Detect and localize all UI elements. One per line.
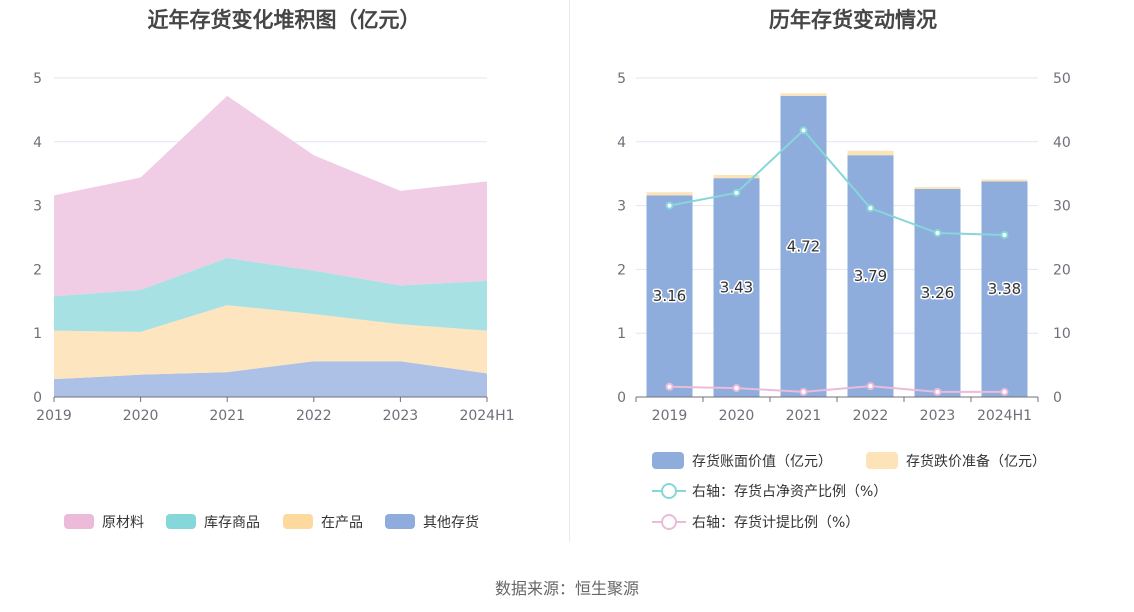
y2-tick-label: 50 xyxy=(1053,71,1071,87)
line-point xyxy=(933,387,942,396)
area-series xyxy=(54,95,487,297)
y2-tick-label: 10 xyxy=(1053,326,1071,342)
left-chart-panel: 近年存货变化堆积图（亿元） 0 1 2 3 4 5 2019 2020 2021 2022 2023… xyxy=(0,0,568,560)
bar-data-label: 3.16 xyxy=(653,287,686,305)
legend-swatch xyxy=(166,514,196,529)
legend-swatch xyxy=(652,452,684,469)
x-tick-label: 2019 xyxy=(36,408,72,424)
legend-swatch xyxy=(64,514,94,529)
bar-segment xyxy=(847,155,894,397)
x-tick-label: 2024H1 xyxy=(459,408,514,424)
y-tick-label: 2 xyxy=(617,262,626,278)
bar-segment xyxy=(713,174,760,179)
bar-data-label: 4.72 xyxy=(787,237,820,255)
line-point xyxy=(1000,230,1009,239)
y-tick-label: 4 xyxy=(617,135,626,151)
x-tick-label: 2021 xyxy=(209,408,245,424)
bar-data-label: 3.38 xyxy=(988,280,1021,298)
line-point xyxy=(799,126,808,135)
x-tick-label: 2019 xyxy=(652,408,688,424)
y-tick-label: 4 xyxy=(33,135,42,151)
right-chart-panel: 历年存货变动情况 0 1 2 3 4 5 0 10 20 30 40 50 2019 2020 2021 20… xyxy=(572,0,1134,560)
y-tick-label: 3 xyxy=(617,199,626,215)
y-tick-label: 0 xyxy=(33,390,42,406)
y-tick-label: 5 xyxy=(617,71,626,87)
line-point xyxy=(665,382,674,391)
legend-swatch xyxy=(866,452,898,469)
line-point xyxy=(799,387,808,396)
line-point xyxy=(933,229,942,238)
line-point xyxy=(866,382,875,391)
line-point xyxy=(866,204,875,213)
y-tick-label: 1 xyxy=(33,326,42,342)
x-tick-label: 2022 xyxy=(853,408,889,424)
bar-segment xyxy=(713,178,760,397)
legend-swatch xyxy=(283,514,313,529)
stacked-area-chart: 0 1 2 3 4 5 2019 2020 2021 2022 2023 2024H1 原材料 库存商品 在… xyxy=(33,71,514,531)
line-point xyxy=(732,384,741,393)
right-chart-title: 历年存货变动情况 xyxy=(769,8,937,32)
legend-label: 原材料 xyxy=(102,515,144,531)
bar-data-label: 3.26 xyxy=(921,284,954,302)
legend-label: 库存商品 xyxy=(204,515,260,531)
x-tick-label: 2020 xyxy=(123,408,159,424)
legend-marker xyxy=(661,514,677,530)
legend-label: 右轴：存货计提比例（%） xyxy=(692,514,859,531)
y2-tick-label: 0 xyxy=(1053,390,1062,406)
bar-segment xyxy=(780,93,827,96)
legend-label: 存货跌价准备（亿元） xyxy=(906,453,1046,470)
area-series xyxy=(54,361,487,397)
bar-segment xyxy=(847,150,894,156)
line-point xyxy=(732,188,741,197)
legend-label: 存货账面价值（亿元） xyxy=(692,453,832,470)
line-series xyxy=(669,128,1005,236)
line-series xyxy=(669,385,1005,393)
y-tick-label: 2 xyxy=(33,262,42,278)
bar-segment xyxy=(914,187,961,190)
left-chart-title: 近年存货变化堆积图（亿元） xyxy=(147,8,421,32)
bar-segment xyxy=(646,195,693,397)
legend-label: 在产品 xyxy=(321,515,363,531)
bar-segment xyxy=(914,189,961,397)
line-point xyxy=(665,201,674,210)
y2-tick-label: 40 xyxy=(1053,135,1071,151)
bar-segment xyxy=(981,179,1028,182)
legend-swatch xyxy=(385,514,415,529)
y2-tick-label: 30 xyxy=(1053,199,1071,215)
bar-data-label: 3.43 xyxy=(720,279,753,297)
bar-data-label: 3.79 xyxy=(854,267,887,285)
x-tick-label: 2021 xyxy=(786,408,822,424)
y2-tick-label: 20 xyxy=(1053,262,1071,278)
x-tick-label: 2022 xyxy=(296,408,332,424)
y-tick-label: 0 xyxy=(617,390,626,406)
y-tick-label: 5 xyxy=(33,71,42,87)
data-source-note: 数据来源：恒生聚源 xyxy=(494,579,639,598)
panel-divider xyxy=(569,0,570,542)
legend-marker xyxy=(661,483,677,499)
x-tick-label: 2023 xyxy=(920,408,956,424)
legend-label: 右轴：存货占净资产比例（%） xyxy=(692,483,887,500)
bar-segment xyxy=(981,181,1028,397)
y-tick-label: 3 xyxy=(33,199,42,215)
x-tick-label: 2020 xyxy=(719,408,755,424)
line-point xyxy=(1000,387,1009,396)
x-tick-label: 2024H1 xyxy=(977,408,1032,424)
bar-segment xyxy=(780,95,827,397)
y-tick-label: 1 xyxy=(617,326,626,342)
x-tick-label: 2023 xyxy=(383,408,419,424)
area-series xyxy=(54,305,487,380)
legend-label: 其他存货 xyxy=(423,514,479,531)
bar-segment xyxy=(646,192,693,196)
area-series xyxy=(54,257,487,332)
